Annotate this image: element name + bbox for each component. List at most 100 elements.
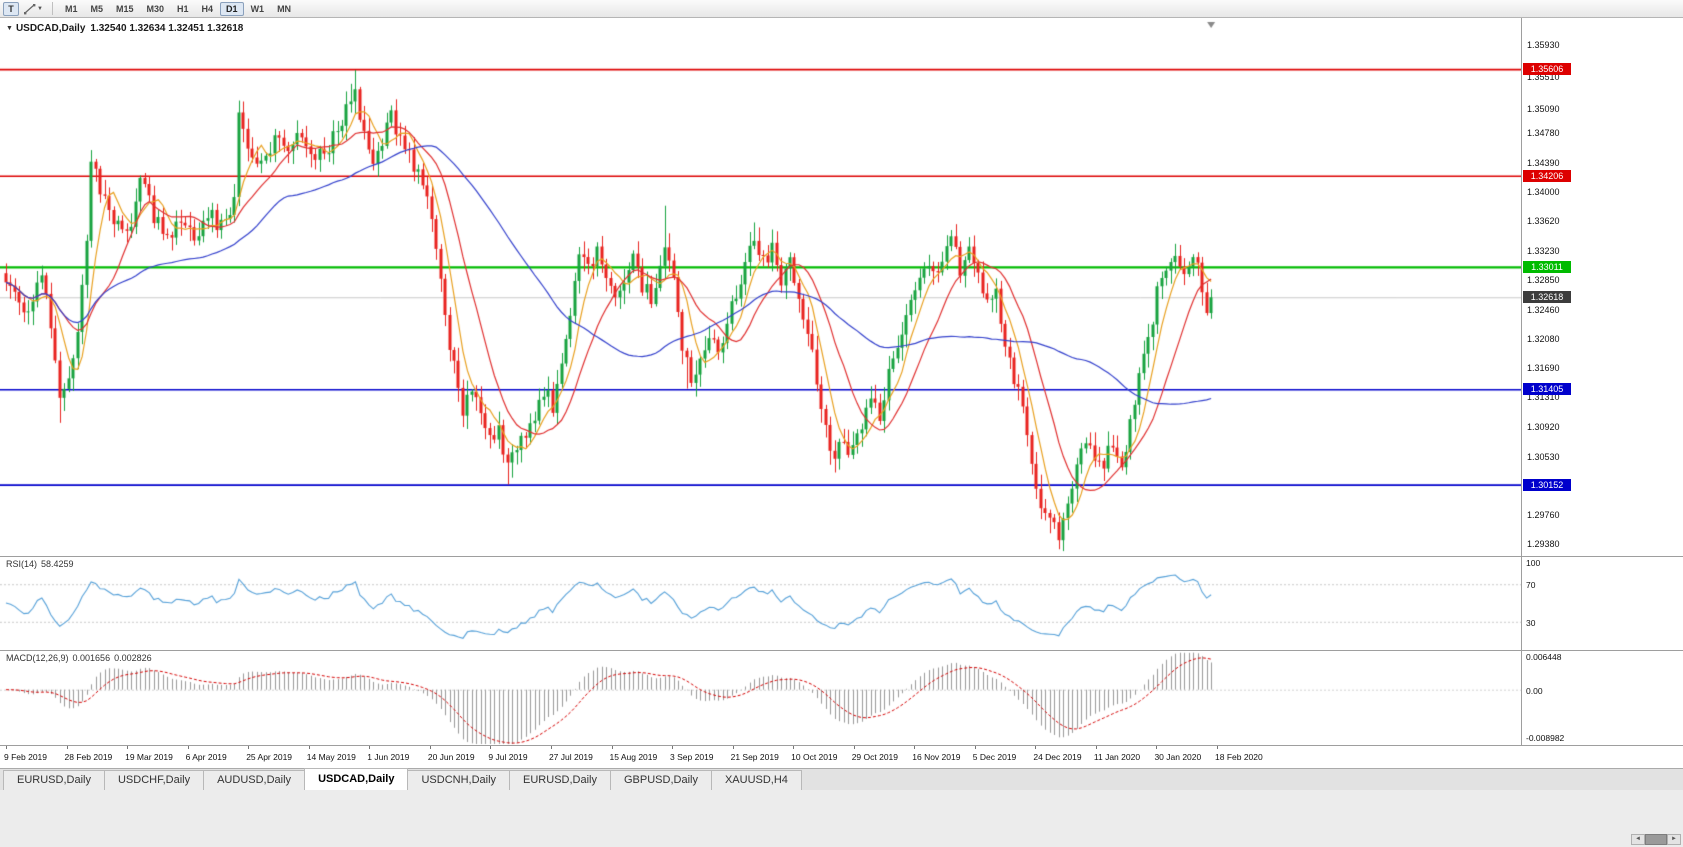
chart-tab-xauusd[interactable]: XAUUSD,H4 — [710, 770, 802, 790]
rsi-name: RSI(14) — [6, 559, 38, 569]
time-label: 5 Dec 2019 — [972, 752, 1017, 762]
timeframe-button-d1[interactable]: D1 — [220, 1, 244, 16]
time-label: 25 Apr 2019 — [246, 752, 293, 762]
timeframe-button-m5[interactable]: M5 — [84, 2, 109, 16]
time-label: 15 Aug 2019 — [609, 752, 658, 762]
timeframe-button-mn[interactable]: MN — [271, 2, 297, 16]
chart-tab-usdcad[interactable]: USDCAD,Daily — [304, 768, 409, 790]
time-tick-mark — [490, 746, 492, 749]
price-chart-canvas[interactable] — [0, 18, 1521, 745]
time-tick-mark — [248, 746, 250, 749]
symbol-ohlc-label: ▼ USDCAD,Daily 1.32540 1.32634 1.32451 1.3… — [6, 23, 243, 34]
toolbar-separator — [51, 2, 53, 15]
time-label: 27 Jul 2019 — [548, 752, 593, 762]
panel-separator-rsi[interactable] — [0, 556, 1683, 557]
price-tick: 1.31310 — [1527, 392, 1560, 403]
chevron-down-icon: ▼ — [6, 25, 13, 32]
time-label: 11 Jan 2020 — [1093, 752, 1141, 762]
time-tick-mark — [1156, 746, 1158, 749]
timeframe-button-m30[interactable]: M30 — [141, 2, 171, 16]
chart-tab-usdcnh[interactable]: USDCNH,Daily — [407, 770, 511, 790]
price-tick: 1.33620 — [1527, 216, 1560, 227]
chart-tab-bar: EURUSD,Daily USDCHF,Daily AUDUSD,Daily USDC… — [0, 768, 1683, 790]
trendline-icon — [24, 3, 36, 14]
chevron-down-icon: ▼ — [37, 5, 43, 12]
time-tick-mark — [1095, 746, 1097, 749]
time-label: 19 Mar 2019 — [125, 752, 173, 762]
chart-tab-audusd[interactable]: AUDUSD,Daily — [203, 770, 306, 790]
price-tick: 1.33230 — [1527, 246, 1560, 257]
macd-label: MACD(12,26,9) 0.001656 0.002826 — [6, 653, 156, 663]
time-tick-mark — [974, 746, 976, 749]
timeframe-button-w1[interactable]: W1 — [245, 2, 271, 16]
time-tick-mark — [369, 746, 371, 749]
panel-separator-macd[interactable] — [0, 650, 1683, 651]
time-tick-mark — [429, 746, 431, 749]
time-label: 10 Oct 2019 — [791, 752, 838, 762]
price-tick: 1.32080 — [1527, 333, 1560, 344]
time-tick-mark — [611, 746, 613, 749]
scroll-right-button[interactable]: ► — [1667, 834, 1681, 845]
time-label: 21 Sep 2019 — [730, 752, 779, 762]
time-tick-mark — [1217, 746, 1218, 749]
tab-scrollbar: ◄ ► — [1631, 834, 1681, 845]
rsi-value: 58.4259 — [41, 559, 74, 569]
rsi-label: RSI(14) 58.4259 — [6, 559, 78, 569]
time-label: 28 Feb 2019 — [64, 752, 113, 762]
time-tick-mark — [127, 746, 129, 749]
price-tick: 1.30920 — [1527, 422, 1560, 433]
time-label: 30 Jan 2020 — [1154, 752, 1202, 762]
price-tick: 1.34390 — [1527, 157, 1560, 168]
chart-area[interactable]: ▼ USDCAD,Daily 1.32540 1.32634 1.32451 1.3… — [0, 18, 1683, 768]
rsi-axis-tick: 70 — [1526, 580, 1536, 591]
scroll-thumb[interactable] — [1645, 834, 1667, 845]
time-tick-mark — [853, 746, 855, 749]
current-price-badge: 1.32618 — [1523, 290, 1571, 303]
timeframe-button-h1[interactable]: H1 — [171, 2, 195, 16]
cursor-tools-button[interactable]: ▼ — [21, 2, 46, 16]
time-tick-mark — [793, 746, 795, 749]
chart-tab-usdchf[interactable]: USDCHF,Daily — [103, 770, 205, 790]
time-tick-mark — [187, 746, 189, 749]
macd-main-value: 0.001656 — [72, 653, 111, 663]
scroll-left-button[interactable]: ◄ — [1631, 834, 1645, 845]
chart-tab-eurusd[interactable]: EURUSD,Daily — [509, 770, 611, 790]
price-tick: 1.34000 — [1527, 187, 1560, 198]
resistance-level-badge: 1.33011 — [1523, 260, 1571, 273]
price-tick: 1.35930 — [1527, 40, 1560, 51]
macd-axis-tick: 0.006448 — [1526, 652, 1562, 662]
price-tick: 1.34780 — [1527, 128, 1560, 139]
support-level-badge: 1.31405 — [1523, 383, 1571, 396]
timeframe-button-m1[interactable]: M1 — [59, 2, 84, 16]
time-tick-mark — [914, 746, 916, 749]
time-label: 20 Jun 2019 — [427, 752, 475, 762]
support-level-badge: 1.30152 — [1523, 478, 1571, 491]
text-tool-button[interactable]: T — [3, 1, 19, 16]
time-label: 6 Apr 2019 — [185, 752, 227, 762]
price-axis[interactable]: 1.35930 1.35510 1.35090 1.34780 1.34390 1.340… — [1521, 18, 1683, 745]
time-tick-mark — [308, 746, 310, 749]
timeframe-button-h4[interactable]: H4 — [196, 2, 220, 16]
price-tick: 1.31690 — [1527, 363, 1560, 374]
time-tick-mark — [66, 746, 68, 749]
toolbar: T ▼ M1 M5 M15 M30 H1 H4 D1 W1 MN — [0, 0, 1683, 18]
macd-axis-tick: -0.008982 — [1526, 733, 1565, 743]
chart-tab-eurusd[interactable]: EURUSD,Daily — [3, 770, 105, 790]
ohlc-values: 1.32540 1.32634 1.32451 1.32618 — [90, 23, 244, 34]
timeframe-button-m15[interactable]: M15 — [110, 2, 140, 16]
time-tick-mark — [6, 746, 7, 749]
time-label: 9 Feb 2019 — [4, 752, 48, 762]
rsi-axis-tick: 30 — [1526, 617, 1536, 628]
macd-signal-value: 0.002826 — [114, 653, 152, 663]
price-tick: 1.35510 — [1527, 72, 1560, 83]
time-axis[interactable]: 9 Feb 2019 28 Feb 2019 19 Mar 2019 6 Apr 20… — [0, 745, 1683, 768]
time-label: 29 Oct 2019 — [851, 752, 898, 762]
time-label: 24 Dec 2019 — [1033, 752, 1082, 762]
symbol-name: USDCAD,Daily — [15, 23, 86, 34]
macd-name: MACD(12,26,9) — [6, 653, 69, 663]
chart-tab-gbpusd[interactable]: GBPUSD,Daily — [610, 770, 712, 790]
time-tick-mark — [672, 746, 674, 749]
rsi-axis-tick: 100 — [1526, 558, 1541, 568]
resistance-level-badge: 1.34206 — [1523, 169, 1571, 182]
price-tick: 1.30530 — [1527, 451, 1560, 462]
